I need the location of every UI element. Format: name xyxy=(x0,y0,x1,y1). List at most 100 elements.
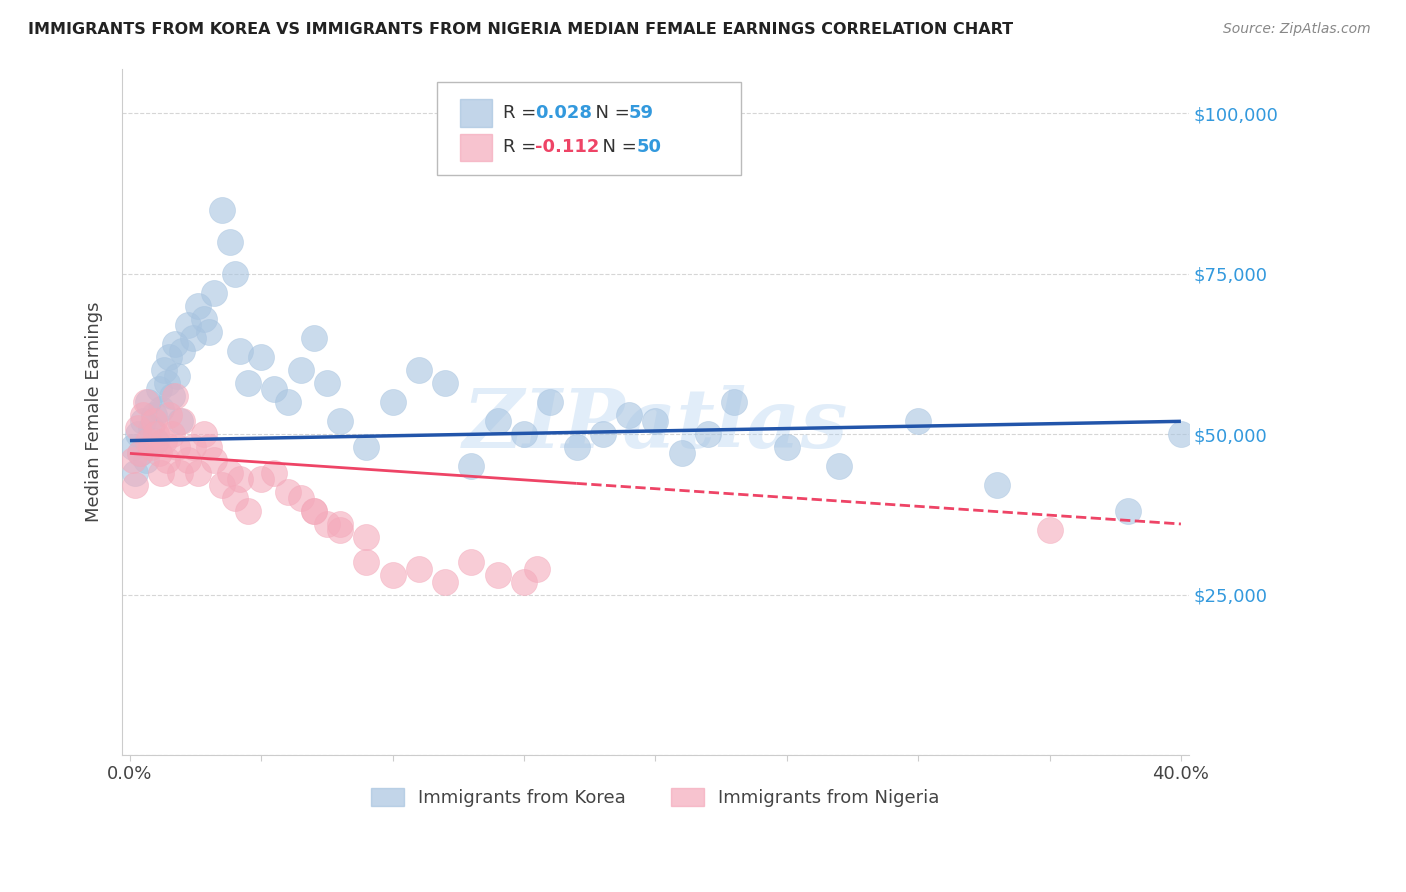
Point xyxy=(250,472,273,486)
Point xyxy=(153,363,176,377)
Point xyxy=(302,504,325,518)
Point xyxy=(302,331,325,345)
Point xyxy=(538,395,561,409)
FancyBboxPatch shape xyxy=(437,82,741,175)
Point xyxy=(486,568,509,582)
Point xyxy=(526,562,548,576)
Point xyxy=(329,516,352,531)
Point xyxy=(150,466,173,480)
Text: N =: N = xyxy=(592,138,643,156)
Point xyxy=(153,434,176,448)
Text: N =: N = xyxy=(583,104,636,122)
Point xyxy=(136,434,159,448)
Point xyxy=(671,446,693,460)
Point xyxy=(148,382,170,396)
Point xyxy=(169,466,191,480)
Point xyxy=(139,421,162,435)
Point xyxy=(263,466,285,480)
Point xyxy=(238,504,260,518)
Point xyxy=(166,369,188,384)
Point xyxy=(135,395,157,409)
Text: 50: 50 xyxy=(637,138,661,156)
Point xyxy=(148,446,170,460)
Point xyxy=(513,427,536,442)
Point xyxy=(381,395,404,409)
Point xyxy=(172,343,194,358)
Point xyxy=(132,408,155,422)
Point xyxy=(156,452,179,467)
Text: 59: 59 xyxy=(628,104,654,122)
Point xyxy=(1038,524,1060,538)
Point xyxy=(356,440,378,454)
Point xyxy=(150,401,173,416)
Point xyxy=(356,556,378,570)
Text: Source: ZipAtlas.com: Source: ZipAtlas.com xyxy=(1223,22,1371,37)
Point xyxy=(617,408,640,422)
Point xyxy=(238,376,260,390)
Point xyxy=(139,440,162,454)
Point xyxy=(229,472,252,486)
Point xyxy=(218,235,240,249)
Point xyxy=(723,395,745,409)
Point xyxy=(486,414,509,428)
Point xyxy=(177,452,200,467)
Point xyxy=(1170,427,1192,442)
Point xyxy=(124,478,146,492)
Point xyxy=(565,440,588,454)
Point xyxy=(169,414,191,428)
Point xyxy=(156,376,179,390)
Point xyxy=(218,466,240,480)
Point xyxy=(513,574,536,589)
Point xyxy=(136,395,159,409)
Point xyxy=(142,414,165,428)
FancyBboxPatch shape xyxy=(460,99,492,127)
Point xyxy=(166,440,188,454)
Point xyxy=(160,427,183,442)
Point xyxy=(187,466,209,480)
Text: 0.028: 0.028 xyxy=(534,104,592,122)
Point xyxy=(129,446,152,460)
Point xyxy=(434,574,457,589)
Point xyxy=(460,459,482,474)
Point xyxy=(193,311,215,326)
Point xyxy=(187,299,209,313)
Point xyxy=(129,446,152,460)
Point xyxy=(381,568,404,582)
Point xyxy=(644,414,666,428)
Point xyxy=(127,427,149,442)
Point xyxy=(163,337,186,351)
Point xyxy=(329,414,352,428)
Point xyxy=(181,331,204,345)
Point xyxy=(907,414,929,428)
Text: -0.112: -0.112 xyxy=(534,138,599,156)
Point xyxy=(181,440,204,454)
Point xyxy=(224,267,246,281)
Point xyxy=(329,524,352,538)
Point xyxy=(592,427,614,442)
Point xyxy=(356,530,378,544)
Point xyxy=(290,491,312,506)
Point xyxy=(124,466,146,480)
Point xyxy=(460,556,482,570)
Point xyxy=(316,376,339,390)
Text: R =: R = xyxy=(503,138,541,156)
Point xyxy=(211,202,233,217)
Point xyxy=(229,343,252,358)
Point xyxy=(986,478,1008,492)
Point xyxy=(145,434,167,448)
Point xyxy=(145,427,167,442)
Legend: Immigrants from Korea, Immigrants from Nigeria: Immigrants from Korea, Immigrants from N… xyxy=(364,780,946,814)
Point xyxy=(160,389,183,403)
Point xyxy=(197,440,219,454)
Point xyxy=(197,325,219,339)
Point xyxy=(121,440,143,454)
Y-axis label: Median Female Earnings: Median Female Earnings xyxy=(86,301,103,522)
Point xyxy=(434,376,457,390)
Text: ZIPatlas: ZIPatlas xyxy=(463,385,848,466)
Point xyxy=(121,452,143,467)
Point xyxy=(290,363,312,377)
Point xyxy=(157,408,180,422)
Point xyxy=(193,427,215,442)
Point xyxy=(316,516,339,531)
Point xyxy=(177,318,200,332)
